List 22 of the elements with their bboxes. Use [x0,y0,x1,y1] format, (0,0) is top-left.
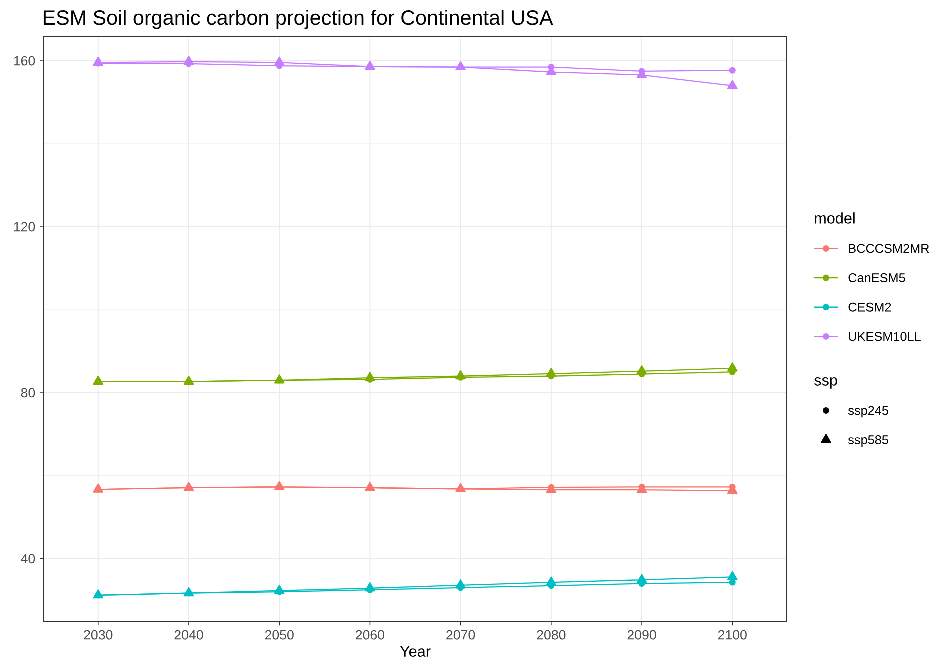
x-tick-label: 2080 [537,630,566,640]
legend-label: ssp245 [848,406,888,418]
y-tick-label: 80 [21,388,36,398]
text: model [815,212,855,224]
legend-label: UKESM10LL [849,332,921,342]
x-tick-label: 2030 [84,630,113,640]
x-tick-label: 2060 [356,630,385,640]
x-tick-label: 2040 [174,630,204,640]
y-tick-label: 160 [14,56,36,66]
chart-title: ESM Soil organic carbon projection for Continental USA [44,10,554,30]
y-tick-label: 120 [14,222,36,232]
text: ssp [814,377,838,389]
legend-label: ssp585 [848,436,888,448]
x-tick-label: 2100 [718,630,747,640]
x-tick-label: 2070 [446,630,476,640]
legend-label: CESM2 [848,302,892,312]
x-axis-title: Year [400,646,431,657]
x-tick-label: 2090 [628,630,656,640]
y-tick-label: 40 [21,554,36,564]
legend-label: CanESM5 [848,274,906,283]
x-tick-label: 2050 [265,630,294,640]
legend-label: BCCCSM2MR [849,244,930,254]
